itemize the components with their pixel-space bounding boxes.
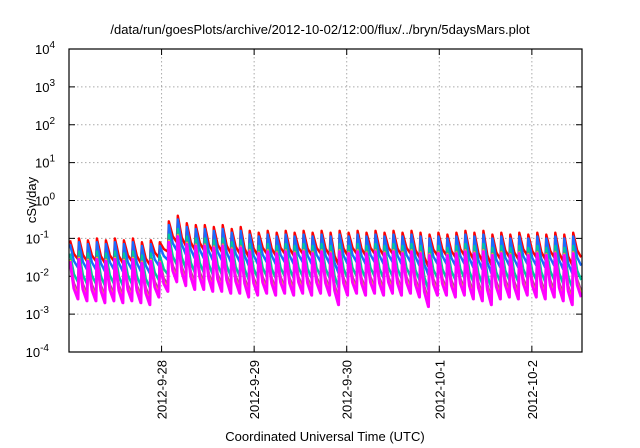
y-tick-base: 10	[26, 345, 40, 360]
y-tick-label: 10-4	[26, 343, 50, 360]
y-tick-exponent: 1	[49, 154, 55, 165]
y-tick-label: 100	[35, 192, 55, 209]
y-tick-base: 10	[35, 118, 49, 133]
y-tick-exponent: -4	[40, 343, 49, 354]
y-tick-base: 10	[35, 194, 49, 209]
x-tick-label: 2012-9-30	[340, 360, 355, 419]
series-line-blue	[69, 218, 582, 277]
x-tick-label: 2012-9-29	[247, 360, 262, 419]
y-tick-label: 104	[35, 40, 55, 57]
y-tick-exponent: 4	[49, 40, 55, 51]
x-tick-label: 2012-9-28	[155, 360, 170, 419]
series-lines	[69, 214, 582, 309]
x-ticks: 2012-9-28 2012-9-29 2012-9-30 2012-10-1 2012…	[155, 49, 540, 419]
y-tick-exponent: 2	[49, 116, 55, 127]
y-tick-base: 10	[26, 307, 40, 322]
y-tick-base: 10	[35, 156, 49, 171]
y-tick-base: 10	[35, 42, 49, 57]
y-axis-label: cSv/day	[24, 176, 39, 223]
plot-frame	[68, 48, 583, 353]
y-tick-label: 10-1	[26, 229, 50, 246]
x-tick-label: 2012-10-2	[525, 360, 540, 419]
grid	[69, 49, 582, 352]
y-tick-label: 101	[35, 154, 55, 171]
y-tick-exponent: -1	[40, 229, 49, 240]
y-tick-base: 10	[26, 231, 40, 246]
y-tick-exponent: 0	[49, 192, 55, 203]
y-tick-exponent: 3	[49, 78, 55, 89]
x-axis-label: Coordinated Universal Time (UTC)	[225, 429, 424, 444]
y-tick-exponent: -3	[40, 305, 49, 316]
x-tick-label: 2012-10-1	[432, 360, 447, 419]
y-tick-label: 103	[35, 78, 55, 95]
y-tick-label: 10-2	[26, 267, 50, 284]
y-tick-label: 102	[35, 116, 55, 133]
series-line-magenta	[69, 235, 582, 309]
y-tick-exponent: -2	[40, 267, 49, 278]
chart-title: /data/run/goesPlots/archive/2012-10-02/1…	[110, 22, 530, 37]
y-tick-label: 10-3	[26, 305, 50, 322]
y-tick-base: 10	[35, 80, 49, 95]
y-tick-base: 10	[26, 269, 40, 284]
